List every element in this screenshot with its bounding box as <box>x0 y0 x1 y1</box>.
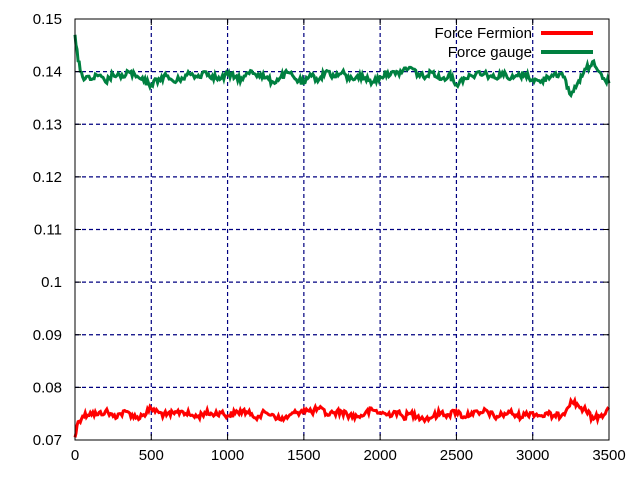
y-tick-label: 0.12 <box>33 169 62 186</box>
legend-label: Force gauge <box>448 44 532 61</box>
y-tick-label: 0.14 <box>33 64 62 81</box>
legend-label: Force Fermion <box>434 25 532 42</box>
x-tick-label: 1500 <box>287 447 320 464</box>
grid-lines <box>75 19 609 440</box>
x-tick-label: 0 <box>71 447 79 464</box>
y-tick-label: 0.15 <box>33 11 62 28</box>
legend: Force Fermion Force gauge <box>434 25 593 61</box>
x-tick-label: 2500 <box>440 447 473 464</box>
y-tick-label: 0.11 <box>34 222 62 239</box>
y-tick-label: 0.13 <box>33 116 62 133</box>
y-axis-tick-labels: 0.07 0.08 0.09 0.1 0.11 0.12 0.13 0.14 0.15 <box>33 11 62 449</box>
series-line-force-fermion <box>73 395 610 438</box>
y-tick-label: 0.07 <box>33 432 62 449</box>
series-line-force-gauge <box>73 34 611 99</box>
tick-marks <box>74 18 610 441</box>
x-tick-label: 3000 <box>516 447 549 464</box>
x-tick-label: 1000 <box>211 447 244 464</box>
y-tick-label: 0.08 <box>33 379 62 396</box>
x-tick-label: 2000 <box>363 447 396 464</box>
x-tick-label: 3500 <box>592 447 625 464</box>
y-tick-label: 0.1 <box>41 274 62 291</box>
y-tick-label: 0.09 <box>33 327 62 344</box>
x-axis-tick-labels: 0 500 1000 1500 2000 2500 3000 3500 <box>71 447 626 464</box>
x-tick-label: 500 <box>139 447 164 464</box>
series-layer <box>73 34 611 438</box>
